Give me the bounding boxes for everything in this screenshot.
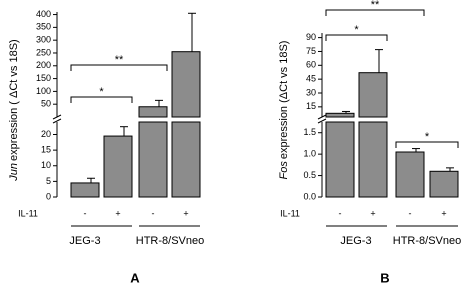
x-tick-label: - <box>84 208 87 218</box>
bar <box>358 72 388 118</box>
axis-break <box>317 114 327 120</box>
y-tick-label: 100 <box>36 86 51 96</box>
significance-bracket <box>325 9 425 16</box>
significance-bracket <box>70 64 168 71</box>
y-tick-label: 0.0 <box>303 191 316 201</box>
treatment-label: IL-11 <box>18 208 38 218</box>
y-tick-label: 90 <box>306 32 316 42</box>
bar <box>138 106 168 118</box>
y-tick-label: 200 <box>36 60 51 70</box>
bar <box>358 121 388 198</box>
axis-break <box>52 114 62 120</box>
x-tick-label: + <box>115 208 120 218</box>
y-tick-label: 150 <box>36 73 51 83</box>
y-tick-label: 5 <box>46 176 51 186</box>
y-label-gene: Fos <box>278 161 290 180</box>
significance-mark: * <box>354 24 359 36</box>
treatment-label: IL-11 <box>280 208 300 218</box>
x-tick-label: - <box>339 208 342 218</box>
y-tick-label: 300 <box>36 35 51 45</box>
group-label: JEG-3 <box>340 235 371 247</box>
y-tick-label: 75 <box>306 46 316 56</box>
panel-label: A <box>130 270 140 285</box>
y-label-text: expression ( ΔCt vs 18S) <box>8 39 20 161</box>
y-tick-label: 30 <box>306 87 316 97</box>
y-tick-label: 400 <box>36 9 51 19</box>
x-tick-label: + <box>370 208 375 218</box>
axis-break <box>52 118 62 124</box>
x-tick-label: + <box>183 208 188 218</box>
group-label: JEG-3 <box>69 235 100 247</box>
y-axis-label: Jun expression ( ΔCt vs 18S) <box>8 39 20 181</box>
significance-mark: * <box>99 86 104 98</box>
y-tick-label: 1.5 <box>303 127 316 137</box>
panel-label: B <box>380 270 389 285</box>
bar <box>429 170 459 198</box>
significance-mark: ** <box>115 54 124 66</box>
x-tick-label: - <box>152 208 155 218</box>
bar <box>325 112 355 118</box>
significance-bracket <box>395 141 459 148</box>
y-tick-label: 15 <box>306 101 316 111</box>
y-label-gene: Jun <box>8 163 20 182</box>
y-tick-label: 0.5 <box>303 170 316 180</box>
bar <box>103 135 133 198</box>
significance-bracket <box>70 96 133 103</box>
x-tick-label: + <box>441 208 446 218</box>
bar <box>171 51 201 118</box>
group-label: HTR-8/SVneo <box>136 235 204 247</box>
y-tick-label: 60 <box>306 60 316 70</box>
axis-break <box>317 118 327 124</box>
y-tick-label: 10 <box>41 160 51 170</box>
x-tick-label: - <box>409 208 412 218</box>
y-tick-label: 250 <box>36 47 51 57</box>
y-tick-label: 1.0 <box>303 149 316 159</box>
group-label: HTR-8/SVneo <box>393 235 461 247</box>
significance-mark: * <box>425 131 430 143</box>
bar <box>395 151 425 198</box>
bar <box>138 121 168 198</box>
significance-mark: ** <box>371 0 380 11</box>
y-tick-label: 15 <box>41 145 51 155</box>
y-label-text: expression (ΔCt vs 18S) <box>278 41 290 160</box>
bar <box>325 121 355 198</box>
y-tick-label: 20 <box>41 129 51 139</box>
y-axis-label: Fosexpression (ΔCt vs 18S) <box>278 41 290 180</box>
y-tick-label: 350 <box>36 22 51 32</box>
significance-bracket <box>325 34 388 41</box>
bar <box>70 182 100 198</box>
y-tick-label: 0 <box>46 191 51 201</box>
y-tick-label: 50 <box>41 99 51 109</box>
bar <box>171 121 201 198</box>
y-tick-label: 45 <box>306 74 316 84</box>
